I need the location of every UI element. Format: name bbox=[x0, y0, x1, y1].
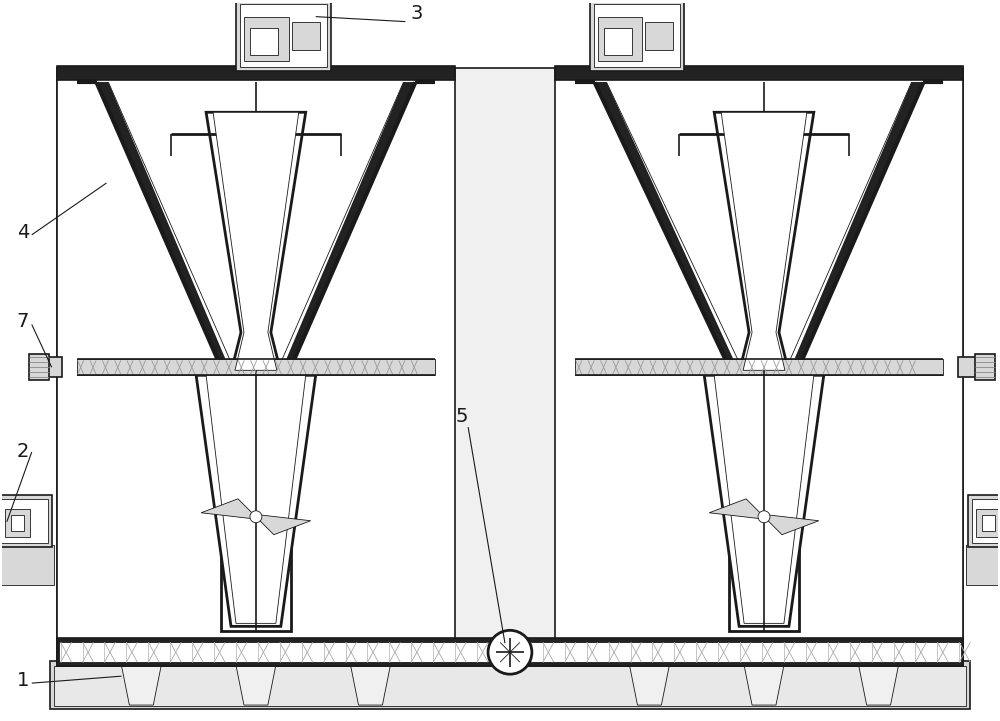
Polygon shape bbox=[709, 499, 761, 518]
Text: 4: 4 bbox=[17, 223, 29, 242]
Bar bbox=[57, 68, 455, 666]
Bar bbox=[729, 367, 799, 632]
Polygon shape bbox=[721, 112, 807, 371]
Bar bbox=[598, 17, 642, 61]
Bar bbox=[57, 66, 455, 80]
Bar bbox=[240, 4, 327, 68]
Bar bbox=[5, 509, 30, 536]
Bar bbox=[555, 68, 963, 666]
Bar bbox=[968, 495, 1000, 547]
Bar bbox=[555, 66, 963, 80]
Bar bbox=[236, 0, 331, 71]
Bar bbox=[604, 27, 632, 56]
Polygon shape bbox=[283, 82, 415, 367]
Circle shape bbox=[488, 630, 532, 674]
Bar bbox=[11, 515, 24, 531]
Polygon shape bbox=[714, 112, 814, 372]
Bar bbox=[982, 515, 995, 531]
Polygon shape bbox=[595, 82, 737, 367]
Bar bbox=[966, 544, 1000, 585]
Polygon shape bbox=[767, 515, 819, 535]
Polygon shape bbox=[607, 82, 911, 367]
Bar bbox=[54, 666, 966, 706]
Text: 1: 1 bbox=[17, 671, 29, 690]
Polygon shape bbox=[236, 665, 276, 705]
Circle shape bbox=[250, 510, 262, 523]
Text: 3: 3 bbox=[410, 4, 423, 22]
Polygon shape bbox=[630, 665, 669, 705]
Polygon shape bbox=[121, 665, 161, 705]
Bar bbox=[0, 495, 52, 547]
Polygon shape bbox=[704, 376, 824, 627]
Polygon shape bbox=[744, 665, 784, 705]
Bar bbox=[958, 358, 983, 377]
Bar bbox=[221, 367, 291, 632]
Bar bbox=[57, 68, 963, 666]
Polygon shape bbox=[206, 376, 306, 624]
Polygon shape bbox=[108, 82, 403, 367]
Bar bbox=[29, 354, 49, 380]
Bar bbox=[50, 661, 970, 709]
Bar bbox=[57, 638, 963, 666]
Bar bbox=[244, 17, 289, 61]
Polygon shape bbox=[201, 499, 253, 518]
Polygon shape bbox=[859, 665, 899, 705]
Bar bbox=[0, 544, 54, 585]
Text: 5: 5 bbox=[455, 407, 468, 426]
Bar bbox=[594, 4, 680, 68]
Polygon shape bbox=[791, 82, 923, 367]
Bar bbox=[292, 22, 320, 50]
Bar bbox=[1, 499, 48, 543]
Bar bbox=[975, 354, 995, 380]
Polygon shape bbox=[196, 376, 316, 627]
Circle shape bbox=[758, 510, 770, 523]
Bar bbox=[37, 358, 62, 377]
Bar bbox=[590, 0, 684, 71]
Bar bbox=[972, 499, 1000, 543]
Polygon shape bbox=[97, 82, 229, 367]
Bar bbox=[250, 27, 278, 56]
Bar bbox=[575, 359, 943, 376]
Bar bbox=[645, 22, 673, 50]
Polygon shape bbox=[206, 112, 306, 372]
Polygon shape bbox=[259, 515, 311, 535]
Bar bbox=[77, 359, 435, 376]
Bar bbox=[59, 642, 961, 662]
Polygon shape bbox=[351, 665, 390, 705]
Polygon shape bbox=[714, 376, 814, 624]
Polygon shape bbox=[213, 112, 299, 371]
Bar bbox=[976, 509, 1000, 536]
Text: 7: 7 bbox=[17, 312, 29, 332]
Text: 2: 2 bbox=[17, 442, 29, 461]
